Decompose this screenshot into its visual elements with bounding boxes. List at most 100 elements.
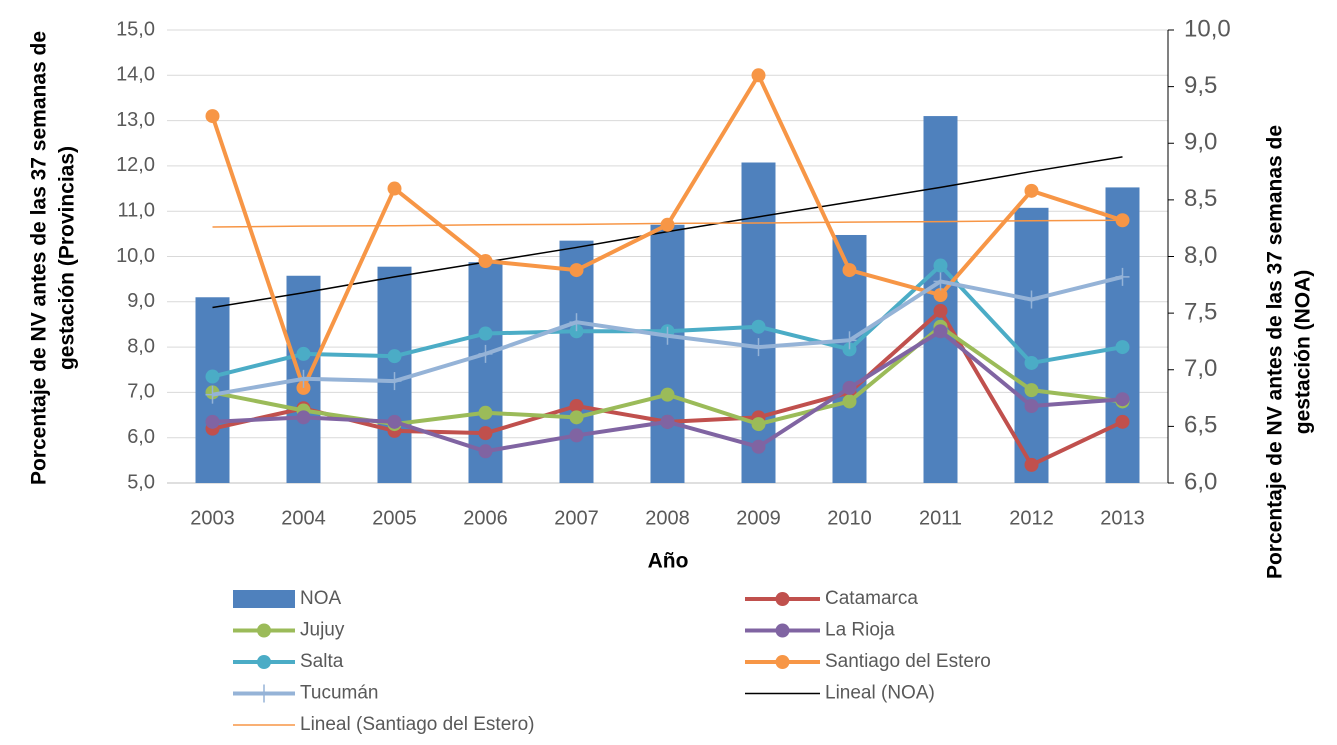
point xyxy=(478,405,493,420)
y2-tick-label: 6,0 xyxy=(1184,468,1217,495)
point xyxy=(478,326,493,341)
point xyxy=(387,349,402,364)
point xyxy=(296,380,311,395)
x-tick-label: 2011 xyxy=(919,507,962,529)
y-tick-label: 9,0 xyxy=(127,290,155,312)
point xyxy=(1115,392,1130,407)
point xyxy=(478,444,493,459)
y-tick-label: 7,0 xyxy=(127,381,155,403)
y2-tick-label: 7,5 xyxy=(1184,298,1217,325)
legend-swatch xyxy=(233,590,295,608)
y-axis-title: Porcentaje de NV antes de las 37 semanas… xyxy=(28,31,51,485)
legend-item: Jujuy xyxy=(233,620,345,641)
point xyxy=(1115,340,1130,355)
point xyxy=(842,394,857,409)
point xyxy=(933,324,948,339)
y-tick-label: 6,0 xyxy=(127,426,155,448)
y-tick-label: 14,0 xyxy=(116,64,155,86)
legend-item: Lineal (NOA) xyxy=(745,683,935,704)
point xyxy=(296,410,311,425)
legend-marker xyxy=(257,623,271,638)
point xyxy=(751,319,766,334)
bar xyxy=(650,224,685,484)
point xyxy=(387,372,402,391)
x-tick-label: 2004 xyxy=(281,507,326,529)
point xyxy=(387,181,402,196)
x-tick-label: 2008 xyxy=(645,507,690,529)
y-tick-label: 13,0 xyxy=(116,109,155,131)
x-tick-label: 2003 xyxy=(190,507,235,529)
point xyxy=(296,346,311,361)
point xyxy=(205,109,220,124)
x-tick-label: 2005 xyxy=(372,507,417,529)
point xyxy=(205,369,220,384)
legend-label: La Rioja xyxy=(825,620,895,641)
bar xyxy=(1014,207,1049,484)
legend-item: La Rioja xyxy=(745,620,895,641)
point xyxy=(842,380,857,395)
point xyxy=(478,344,493,363)
y-axis-title: gestación (Provincias) xyxy=(56,146,79,370)
legend-marker xyxy=(257,655,271,669)
legend-item: Santiago del Estero xyxy=(745,651,991,672)
y2-axis-title: Porcentaje de NV antes de las 37 semanas… xyxy=(1264,125,1287,579)
point xyxy=(751,417,766,432)
point xyxy=(569,398,584,413)
legend-label: Catamarca xyxy=(825,588,918,609)
legend-item: Catamarca xyxy=(745,588,918,609)
point xyxy=(1115,213,1130,228)
point xyxy=(1024,383,1039,398)
y2-tick-label: 8,0 xyxy=(1184,242,1217,269)
point xyxy=(478,426,493,441)
point xyxy=(842,342,857,357)
point xyxy=(1024,355,1039,370)
y-tick-label: 15,0 xyxy=(116,18,155,40)
y2-axis-title: gestación (NOA) xyxy=(1292,270,1315,435)
point xyxy=(569,324,584,339)
legend-item: Salta xyxy=(233,651,344,672)
point xyxy=(205,385,220,404)
point xyxy=(569,313,584,332)
legend-label: Lineal (Santiago del Estero) xyxy=(300,714,534,735)
x-tick-label: 2006 xyxy=(463,507,508,529)
point xyxy=(660,414,675,429)
point xyxy=(933,303,948,318)
legend-label: Lineal (NOA) xyxy=(825,683,935,704)
point xyxy=(933,272,948,291)
x-tick-label: 2012 xyxy=(1009,507,1054,529)
y-tick-label: 10,0 xyxy=(116,245,155,267)
x-tick-label: 2009 xyxy=(736,507,781,529)
point xyxy=(569,263,584,278)
point xyxy=(660,326,675,345)
y2-tick-label: 10,0 xyxy=(1184,15,1231,42)
point xyxy=(296,369,311,388)
legend-label: Jujuy xyxy=(300,620,345,641)
point xyxy=(478,254,493,269)
point xyxy=(751,68,766,83)
point xyxy=(1115,267,1130,286)
legend-label: NOA xyxy=(300,588,342,609)
legend-item: Tucumán xyxy=(233,683,379,704)
x-tick-label: 2007 xyxy=(554,507,599,529)
point xyxy=(205,414,220,429)
point xyxy=(933,258,948,273)
point xyxy=(751,439,766,454)
x-axis-title: Año xyxy=(648,550,689,573)
y-tick-label: 8,0 xyxy=(127,335,155,357)
y2-tick-label: 7,0 xyxy=(1184,355,1217,382)
legend-marker xyxy=(775,655,790,669)
x-tick-label: 2013 xyxy=(1100,507,1145,529)
legend-marker xyxy=(775,592,790,606)
point xyxy=(933,288,948,303)
y2-tick-label: 6,5 xyxy=(1184,412,1217,439)
legend-item: Lineal (Santiago del Estero) xyxy=(233,714,534,735)
bar xyxy=(1105,187,1140,484)
legend-label: Santiago del Estero xyxy=(825,651,991,672)
bar xyxy=(559,240,594,483)
point xyxy=(660,217,675,232)
y2-tick-label: 9,5 xyxy=(1184,72,1217,99)
point xyxy=(569,428,584,443)
legend-item: NOA xyxy=(233,588,342,609)
legend-marker xyxy=(775,623,790,638)
point xyxy=(1024,290,1039,309)
